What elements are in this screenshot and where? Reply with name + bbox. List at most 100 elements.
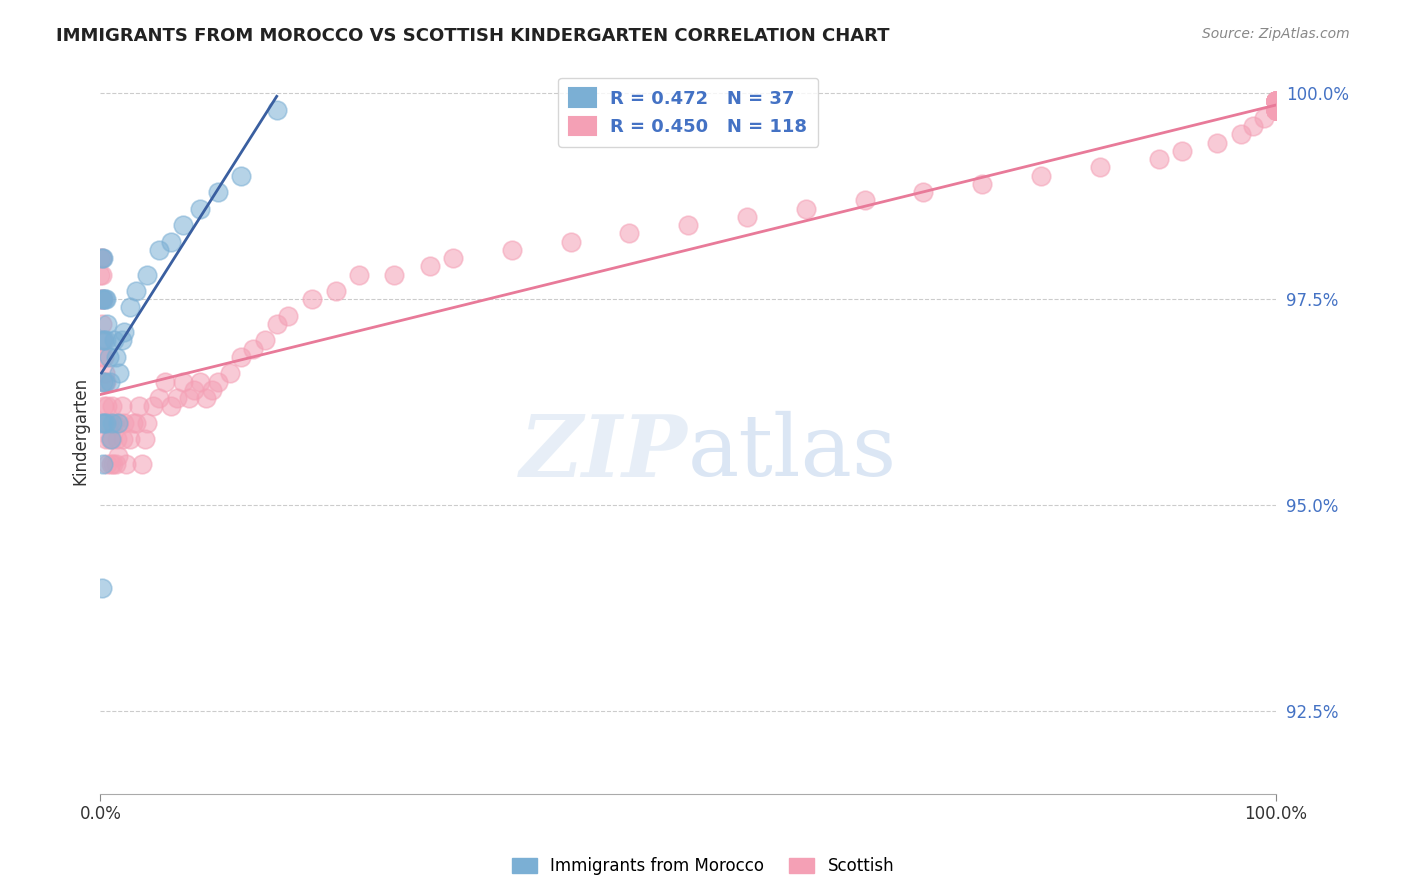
Point	[188, 375, 211, 389]
Text: Source: ZipAtlas.com: Source: ZipAtlas.com	[1202, 27, 1350, 41]
Point	[172, 218, 194, 232]
Point	[253, 334, 276, 348]
Point	[1265, 95, 1288, 109]
Point	[96, 317, 118, 331]
Point	[183, 383, 205, 397]
Point	[90, 268, 112, 282]
Point	[1206, 136, 1229, 150]
Point	[100, 433, 122, 447]
Point	[118, 301, 141, 315]
Point	[231, 169, 253, 183]
Point	[94, 367, 117, 381]
Point	[188, 202, 211, 216]
Point	[1265, 95, 1288, 109]
Legend: R = 0.472   N = 37, R = 0.450   N = 118: R = 0.472 N = 37, R = 0.450 N = 118	[558, 78, 818, 147]
Point	[100, 457, 122, 471]
Point	[501, 243, 523, 257]
Point	[148, 391, 170, 405]
Point	[207, 375, 229, 389]
Point	[98, 433, 121, 447]
Point	[91, 251, 114, 265]
Point	[124, 284, 146, 298]
Point	[107, 449, 129, 463]
Point	[201, 383, 224, 397]
Point	[136, 268, 159, 282]
Point	[96, 334, 118, 348]
Point	[1265, 95, 1288, 109]
Point	[131, 457, 153, 471]
Point	[1265, 95, 1288, 109]
Point	[1265, 95, 1288, 109]
Point	[111, 433, 134, 447]
Point	[97, 416, 120, 430]
Point	[1265, 103, 1288, 117]
Point	[1265, 95, 1288, 109]
Point	[735, 210, 758, 224]
Point	[218, 367, 240, 381]
Point	[1265, 103, 1288, 117]
Point	[1265, 103, 1288, 117]
Point	[1265, 95, 1288, 109]
Point	[90, 350, 112, 364]
Point	[91, 292, 114, 306]
Point	[195, 391, 218, 405]
Point	[1265, 95, 1288, 109]
Point	[122, 416, 145, 430]
Point	[91, 375, 114, 389]
Point	[853, 194, 876, 208]
Point	[560, 235, 582, 249]
Point	[1265, 103, 1288, 117]
Point	[382, 268, 405, 282]
Point	[90, 416, 112, 430]
Y-axis label: Kindergarten: Kindergarten	[72, 377, 89, 485]
Point	[1265, 95, 1288, 109]
Point	[1265, 95, 1288, 109]
Point	[110, 334, 132, 348]
Point	[96, 400, 118, 414]
Point	[1230, 128, 1253, 142]
Point	[277, 309, 299, 323]
Point	[90, 292, 112, 306]
Point	[1265, 95, 1288, 109]
Point	[91, 457, 114, 471]
Point	[676, 218, 699, 232]
Point	[108, 367, 131, 381]
Point	[153, 375, 176, 389]
Point	[124, 416, 146, 430]
Point	[160, 235, 183, 249]
Point	[90, 292, 112, 306]
Point	[108, 416, 131, 430]
Point	[1147, 152, 1170, 166]
Point	[90, 317, 112, 331]
Point	[1265, 103, 1288, 117]
Point	[112, 416, 135, 430]
Point	[103, 334, 125, 348]
Text: IMMIGRANTS FROM MOROCCO VS SCOTTISH KINDERGARTEN CORRELATION CHART: IMMIGRANTS FROM MOROCCO VS SCOTTISH KIND…	[56, 27, 890, 45]
Point	[93, 416, 115, 430]
Point	[112, 325, 135, 339]
Point	[136, 416, 159, 430]
Point	[1088, 161, 1111, 175]
Point	[231, 350, 253, 364]
Point	[266, 103, 288, 117]
Point	[93, 400, 115, 414]
Point	[1265, 95, 1288, 109]
Point	[103, 457, 125, 471]
Point	[115, 457, 138, 471]
Point	[325, 284, 347, 298]
Point	[128, 400, 150, 414]
Point	[89, 268, 111, 282]
Point	[93, 334, 115, 348]
Point	[89, 292, 111, 306]
Point	[177, 391, 200, 405]
Point	[103, 416, 125, 430]
Point	[347, 268, 370, 282]
Point	[1265, 95, 1288, 109]
Point	[1241, 119, 1264, 133]
Point	[91, 375, 114, 389]
Point	[89, 251, 111, 265]
Point	[1265, 95, 1288, 109]
Text: ZIP: ZIP	[520, 411, 688, 494]
Point	[1029, 169, 1052, 183]
Point	[172, 375, 194, 389]
